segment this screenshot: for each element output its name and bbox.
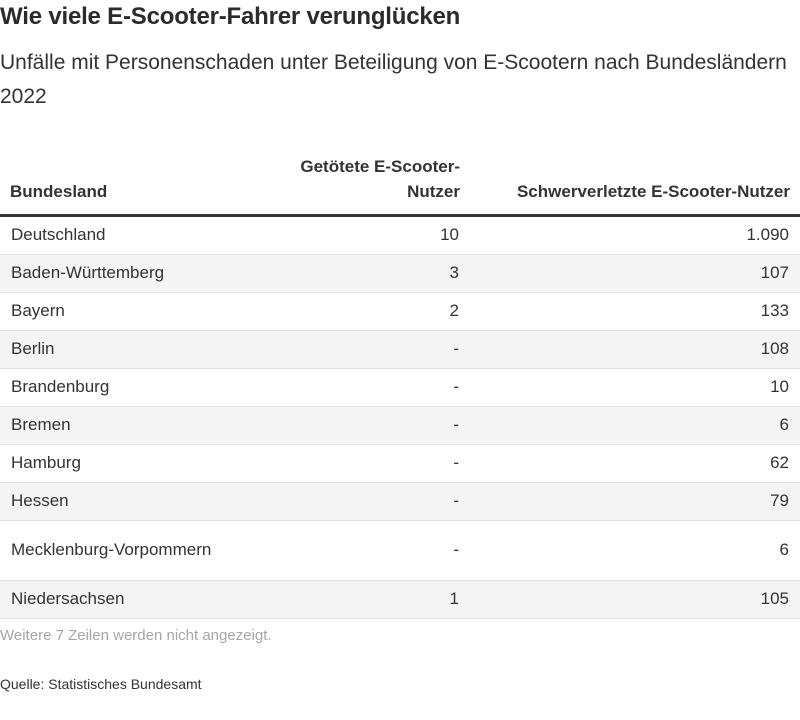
- table-row: Deutschland 10 1.090: [0, 215, 800, 255]
- table-row: Hamburg - 62: [0, 444, 800, 483]
- cell-schwerverletzte: 1.090: [470, 215, 800, 255]
- cell-schwerverletzte: 133: [470, 292, 800, 331]
- cell-getoetete: 10: [270, 215, 470, 255]
- table-row: Mecklenburg-Vorpommern - 6: [0, 520, 800, 581]
- cell-getoetete: -: [270, 482, 470, 521]
- cell-schwerverletzte: 10: [470, 368, 800, 407]
- cell-getoetete: -: [270, 406, 470, 445]
- cell-schwerverletzte: 79: [470, 482, 800, 521]
- cell-getoetete: -: [270, 368, 470, 407]
- cell-bundesland: Bayern: [0, 292, 270, 331]
- cell-getoetete: 1: [270, 580, 470, 619]
- cell-bundesland: Hessen: [0, 482, 270, 521]
- cell-bundesland: Baden-Württemberg: [0, 254, 270, 293]
- table-row: Bayern 2 133: [0, 292, 800, 331]
- cell-schwerverletzte: 6: [470, 520, 800, 581]
- cell-bundesland: Brandenburg: [0, 368, 270, 407]
- hidden-rows-note: Weitere 7 Zeilen werden nicht angezeigt.: [0, 627, 272, 644]
- cell-getoetete: 3: [270, 254, 470, 293]
- data-table-container: Bundesland Getötete E-Scooter-Nutzer Sch…: [0, 150, 800, 619]
- table-row: Hessen - 79: [0, 482, 800, 521]
- table-row: Niedersachsen 1 105: [0, 580, 800, 619]
- cell-schwerverletzte: 62: [470, 444, 800, 483]
- table-row: Berlin - 108: [0, 330, 800, 369]
- cell-schwerverletzte: 6: [470, 406, 800, 445]
- table-row: Baden-Württemberg 3 107: [0, 254, 800, 293]
- column-header-bundesland[interactable]: Bundesland: [0, 150, 270, 217]
- column-header-schwerverletzte[interactable]: Schwerverletzte E-Scooter-Nutzer: [470, 150, 800, 217]
- cell-getoetete: -: [270, 330, 470, 369]
- header-row: Bundesland Getötete E-Scooter-Nutzer Sch…: [0, 150, 800, 217]
- cell-bundesland: Mecklenburg-Vorpommern: [0, 520, 270, 581]
- table-header: Bundesland Getötete E-Scooter-Nutzer Sch…: [0, 150, 800, 217]
- cell-getoetete: -: [270, 444, 470, 483]
- cell-schwerverletzte: 105: [470, 580, 800, 619]
- chart-subtitle: Unfälle mit Personenschaden unter Beteil…: [0, 51, 787, 108]
- cell-getoetete: 2: [270, 292, 470, 331]
- cell-bundesland: Deutschland: [0, 215, 270, 255]
- cell-bundesland: Niedersachsen: [0, 580, 270, 619]
- column-header-getoetete[interactable]: Getötete E-Scooter-Nutzer: [270, 150, 470, 217]
- cell-bundesland: Berlin: [0, 330, 270, 369]
- table-row: Brandenburg - 10: [0, 368, 800, 407]
- data-table: Bundesland Getötete E-Scooter-Nutzer Sch…: [0, 150, 800, 619]
- chart-title: Wie viele E-Scooter-Fahrer verunglücken: [0, 3, 461, 30]
- cell-bundesland: Bremen: [0, 406, 270, 445]
- cell-schwerverletzte: 108: [470, 330, 800, 369]
- table-row: Bremen - 6: [0, 406, 800, 445]
- source-note: Quelle: Statistisches Bundesamt: [0, 676, 202, 692]
- table-body: Deutschland 10 1.090 Baden-Württemberg 3…: [0, 215, 800, 619]
- cell-schwerverletzte: 107: [470, 254, 800, 293]
- cell-bundesland: Hamburg: [0, 444, 270, 483]
- cell-getoetete: -: [270, 520, 470, 581]
